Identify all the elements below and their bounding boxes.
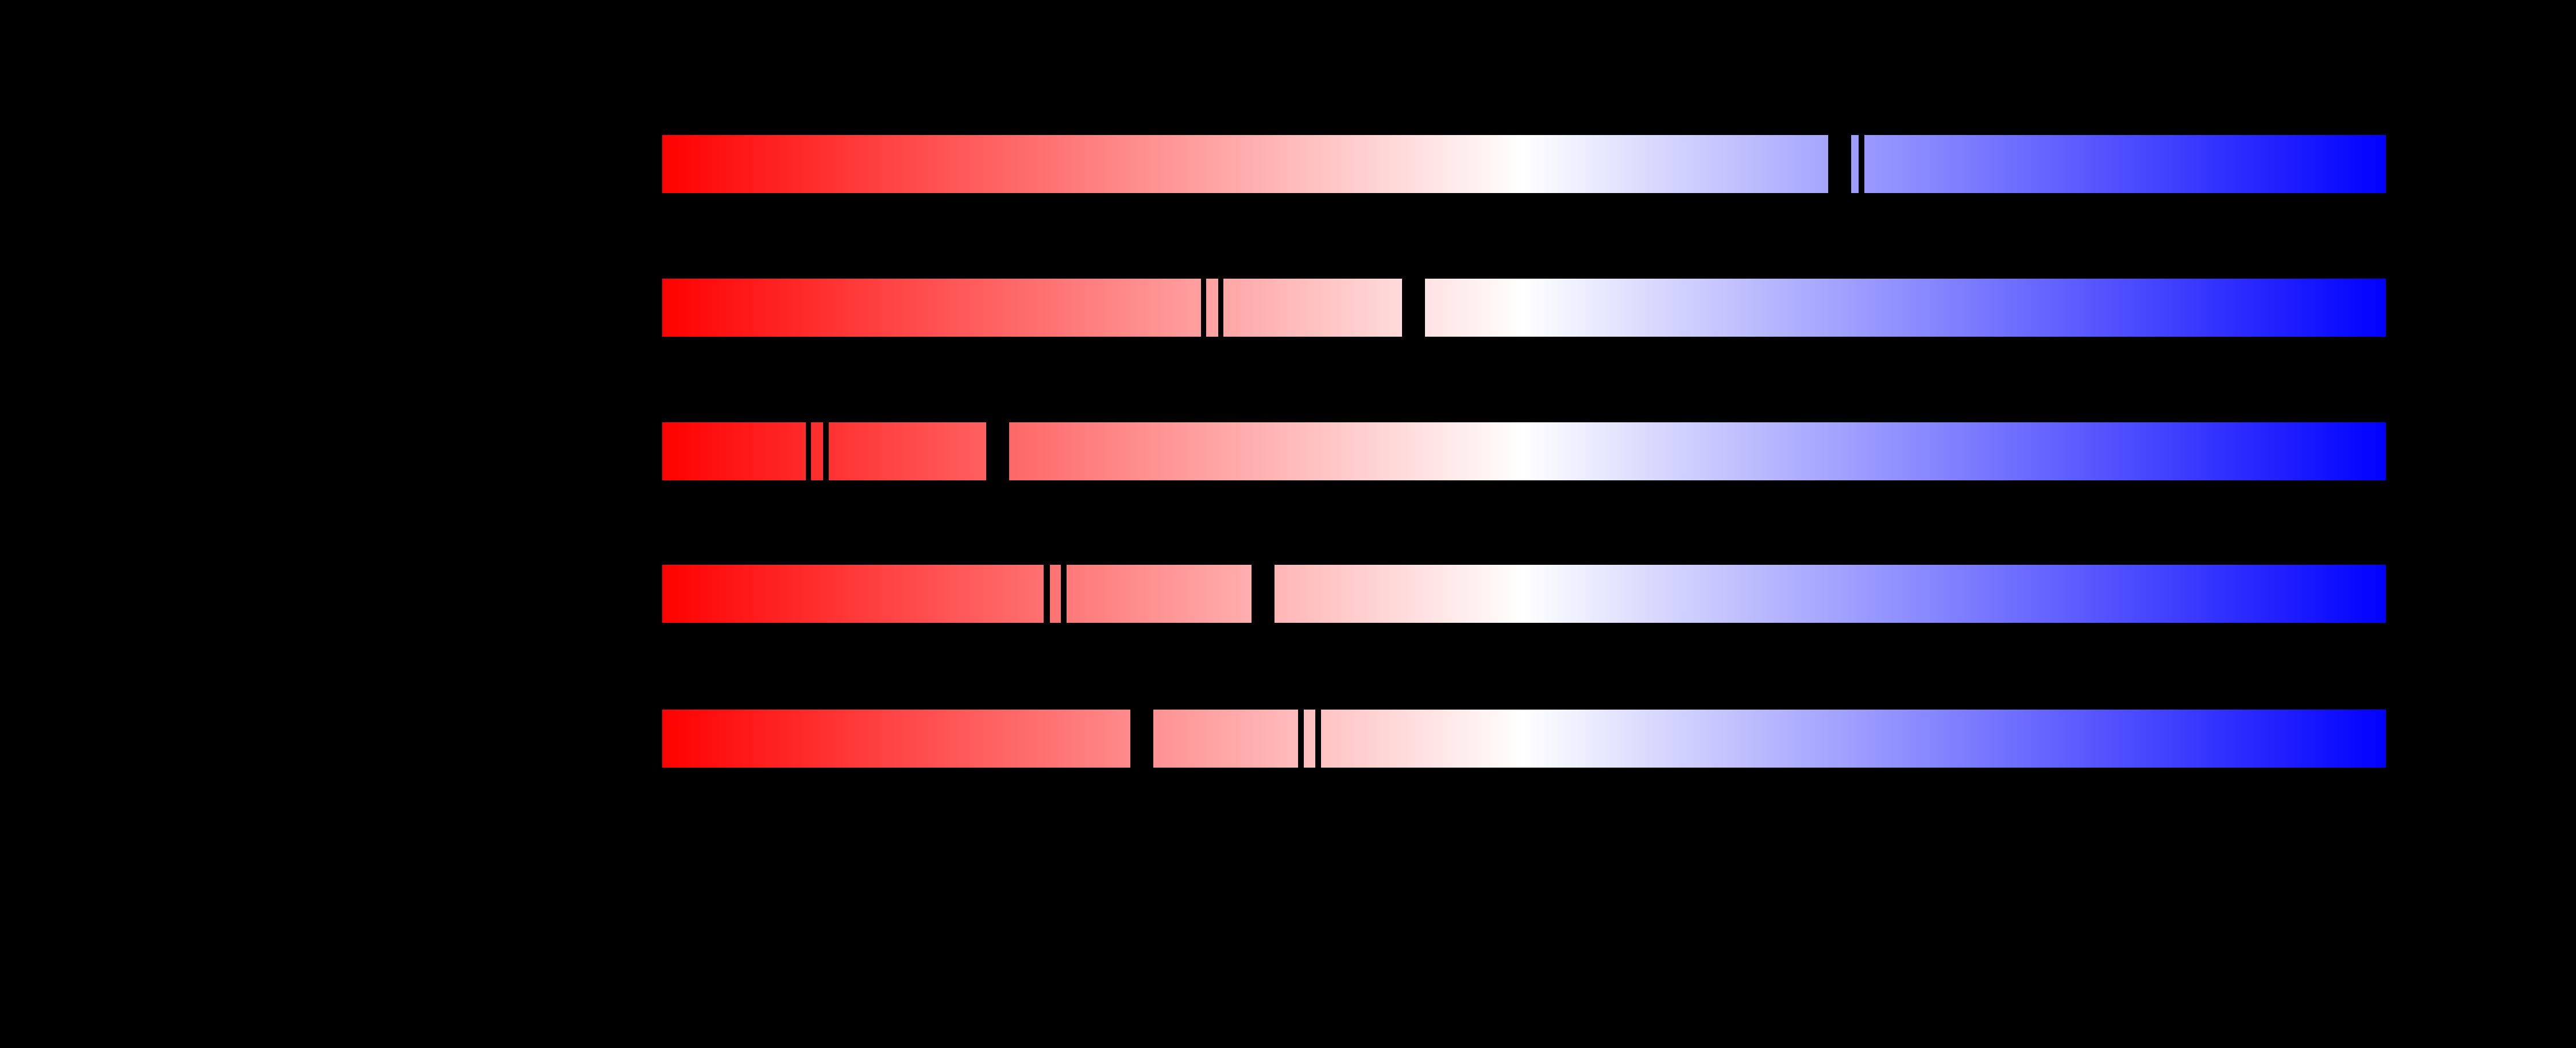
- interval-gap-mark: [1252, 565, 1275, 623]
- tick-line-mark: [1201, 279, 1206, 337]
- interval-gap-mark: [986, 422, 1009, 480]
- gradient-bar-row-5: [662, 710, 2386, 768]
- tick-line-mark: [1859, 135, 1864, 193]
- interval-gap-mark: [1130, 710, 1153, 768]
- tick-line-mark: [1061, 565, 1067, 623]
- gradient-bar-row-4: [662, 565, 2386, 623]
- gradient-bar-row-3: [662, 422, 2386, 480]
- interval-gap-mark: [1828, 135, 1851, 193]
- tick-line-mark: [1298, 710, 1304, 768]
- tick-line-mark: [1315, 710, 1321, 768]
- gradient-bar-row-1: [662, 135, 2386, 193]
- tick-line-mark: [1044, 565, 1050, 623]
- gradient-bar-row-2: [662, 279, 2386, 337]
- tick-line-mark: [806, 422, 811, 480]
- tick-line-mark: [823, 422, 829, 480]
- tick-line-mark: [1218, 279, 1223, 337]
- interval-gap-mark: [1402, 279, 1425, 337]
